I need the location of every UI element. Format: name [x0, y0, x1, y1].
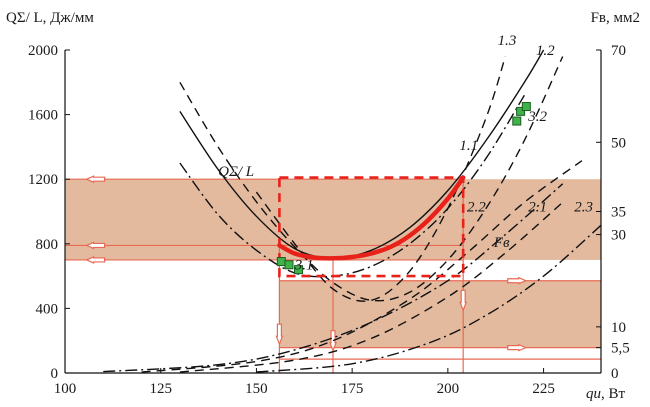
arrow-down-1: [275, 323, 284, 346]
curve-label-c22: 2.2: [467, 200, 486, 216]
y-left-tick-label-4: 1200: [28, 172, 58, 188]
y-right-tick-label-2: 5,5: [611, 341, 630, 357]
chart-marks: [103, 49, 601, 373]
x-tick-label-6: 225: [532, 381, 555, 397]
band-2: [279, 280, 601, 348]
band-1: [65, 179, 601, 260]
y-left-tick-label-1: 0: [51, 366, 59, 382]
chart-labels: QΣ/ L, Дж/мм Fв, мм2 qи, Вт QΣ/ L Fв 1.1 1.…: [6, 10, 640, 402]
arrow-down-2: [329, 330, 337, 353]
highlight-curve: [277, 175, 466, 261]
curve-8: [256, 224, 601, 373]
y-right-tick-label-3: 10: [611, 320, 626, 336]
curve-label-m31: 3.1: [294, 258, 314, 274]
x-tick-label-4: 175: [341, 381, 364, 397]
curve-label-q_total: QΣ/ L: [218, 164, 254, 180]
axes: 100 125 150 175 200 225 0 400 800 1200 1600 2000 0 5,…: [28, 43, 630, 397]
y-right-tick-label-6: 50: [611, 135, 626, 151]
curve-label-c23: 2.3: [574, 200, 593, 216]
arrow-right-2: [507, 343, 528, 352]
y-right-tick-label-1: 0: [611, 366, 619, 382]
selection-box: [278, 176, 465, 278]
marker-3.2-1: [512, 116, 522, 126]
arrow-down-3: [459, 289, 468, 313]
arrow-right-1: [507, 276, 528, 285]
curve-1: [179, 49, 545, 260]
curve-label-c12: 1.2: [536, 43, 555, 59]
marker-3.2-2: [516, 106, 526, 116]
curve-7: [141, 160, 583, 373]
curve-label-c11: 1.1: [459, 138, 478, 154]
marker-3.1-3: [294, 265, 304, 275]
y-right-tick-label-5: 35: [611, 205, 626, 221]
arrow-left-1: [85, 175, 106, 184]
curve-label-m32: 3.2: [527, 109, 547, 125]
y-left-tick-label-5: 1600: [28, 108, 58, 124]
curve-label-fb: Fв: [493, 235, 510, 251]
x-axis-title-symbol: qи: [586, 386, 601, 402]
y-left-axis-title: QΣ/ L, Дж/мм: [6, 10, 94, 26]
marker-3.1-2: [284, 260, 294, 270]
curve-4: [255, 56, 506, 302]
x-tick-label-5: 200: [437, 381, 460, 397]
y-right-tick-label-7: 70: [611, 43, 626, 59]
y-right-tick-label-4: 30: [611, 228, 626, 244]
curve-5: [103, 183, 564, 373]
y-left-tick-label-6: 2000: [28, 43, 58, 59]
y-left-tick-label-2: 400: [36, 301, 59, 317]
x-tick-label-2: 125: [149, 381, 172, 397]
curve-3: [179, 56, 564, 302]
arrow-left-2: [85, 241, 106, 250]
curve-6: [179, 201, 564, 373]
x-tick-label-1: 100: [54, 381, 77, 397]
x-axis-title-unit: , Вт: [601, 386, 626, 402]
plot-area: [65, 175, 601, 373]
marker-3.2-3: [521, 102, 531, 112]
curve-label-c21: 2.1: [528, 200, 547, 216]
curve-label-c13: 1.3: [498, 33, 517, 49]
marker-3.1-1: [276, 257, 286, 267]
arrow-left-3: [85, 256, 106, 264]
y-left-tick-label-3: 800: [36, 237, 59, 253]
x-axis-title: qи, Вт: [586, 386, 626, 402]
y-right-axis-title: Fв, мм2: [591, 10, 640, 26]
x-tick-label-3: 150: [245, 381, 268, 397]
